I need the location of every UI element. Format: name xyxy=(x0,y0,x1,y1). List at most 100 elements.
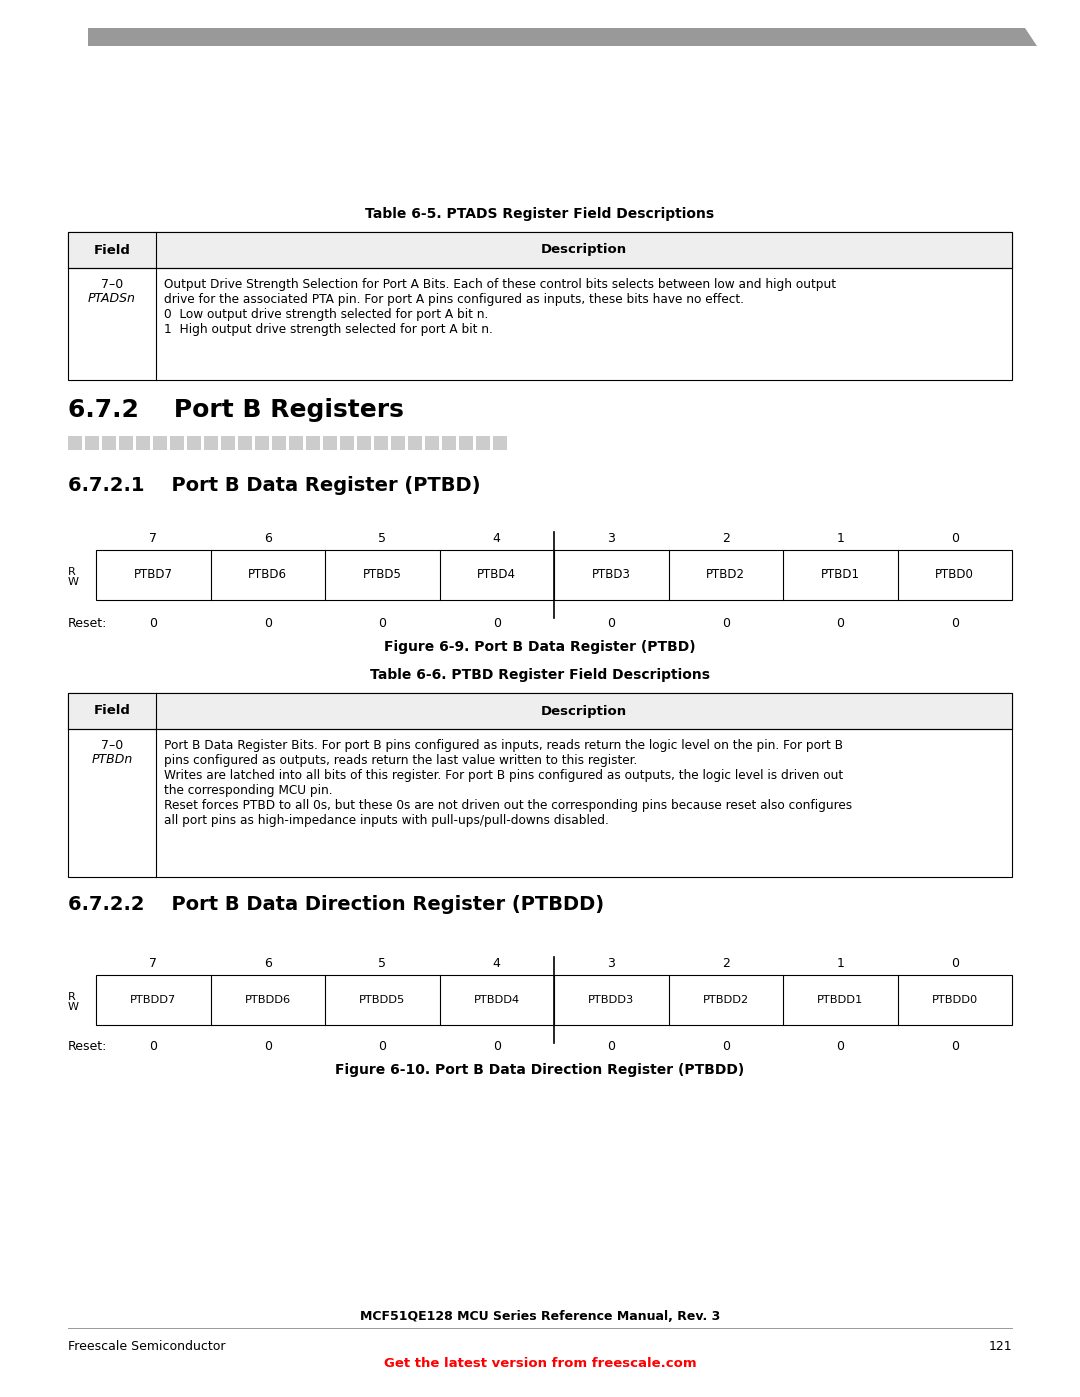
Text: 6: 6 xyxy=(264,532,272,545)
Text: Freescale Semiconductor: Freescale Semiconductor xyxy=(68,1340,226,1354)
Text: W: W xyxy=(68,577,79,587)
Text: PTBDD1: PTBDD1 xyxy=(818,995,863,1004)
Text: 0: 0 xyxy=(836,617,845,630)
Text: 0: 0 xyxy=(264,617,272,630)
Text: 5: 5 xyxy=(378,957,387,970)
Text: PTBDD0: PTBDD0 xyxy=(932,995,977,1004)
Text: 0: 0 xyxy=(950,617,959,630)
Text: 3: 3 xyxy=(607,532,616,545)
Text: 121: 121 xyxy=(988,1340,1012,1354)
Text: 6.7.2.1    Port B Data Register (PTBD): 6.7.2.1 Port B Data Register (PTBD) xyxy=(68,476,481,495)
Text: PTBDD3: PTBDD3 xyxy=(589,995,634,1004)
Text: 6: 6 xyxy=(264,957,272,970)
Text: 7–0: 7–0 xyxy=(100,278,123,291)
Text: 0: 0 xyxy=(149,617,158,630)
Text: Table 6-5. PTADS Register Field Descriptions: Table 6-5. PTADS Register Field Descript… xyxy=(365,207,715,221)
Text: Field: Field xyxy=(94,243,131,257)
Text: 1: 1 xyxy=(836,957,845,970)
Bar xyxy=(85,436,99,450)
Text: PTADSn: PTADSn xyxy=(89,292,136,305)
Text: 1: 1 xyxy=(836,532,845,545)
Bar xyxy=(492,436,507,450)
Text: PTBDD2: PTBDD2 xyxy=(703,995,748,1004)
Bar xyxy=(238,436,252,450)
Text: PTBD7: PTBD7 xyxy=(134,569,173,581)
Bar xyxy=(68,232,1012,268)
Bar xyxy=(442,436,456,450)
Bar xyxy=(426,436,438,450)
Text: 4: 4 xyxy=(492,957,501,970)
Text: Output Drive Strength Selection for Port A Bits. Each of these control bits sele: Output Drive Strength Selection for Port… xyxy=(164,278,836,337)
Text: PTBDD7: PTBDD7 xyxy=(130,995,176,1004)
Bar xyxy=(102,436,116,450)
Bar xyxy=(68,693,1012,729)
Text: Reset:: Reset: xyxy=(68,1039,107,1053)
Text: Get the latest version from freescale.com: Get the latest version from freescale.co… xyxy=(383,1356,697,1370)
Text: Description: Description xyxy=(541,243,627,257)
Text: 4: 4 xyxy=(492,532,501,545)
Bar xyxy=(68,232,1012,380)
Bar xyxy=(289,436,303,450)
Bar xyxy=(136,436,150,450)
Text: PTBDn: PTBDn xyxy=(92,753,133,766)
Text: 0: 0 xyxy=(836,1039,845,1053)
Text: Port B Data Register Bits. For port B pins configured as inputs, reads return th: Port B Data Register Bits. For port B pi… xyxy=(164,739,852,827)
Text: Reset:: Reset: xyxy=(68,617,107,630)
Bar xyxy=(306,436,320,450)
Bar xyxy=(221,436,235,450)
Text: 7: 7 xyxy=(149,532,158,545)
Text: PTBD1: PTBD1 xyxy=(821,569,860,581)
Text: 0: 0 xyxy=(149,1039,158,1053)
Text: PTBD4: PTBD4 xyxy=(477,569,516,581)
Text: 2: 2 xyxy=(721,532,730,545)
Bar xyxy=(323,436,337,450)
Text: R: R xyxy=(68,992,76,1002)
Text: 0: 0 xyxy=(378,617,387,630)
Text: 5: 5 xyxy=(378,532,387,545)
Text: 0: 0 xyxy=(607,617,616,630)
Bar xyxy=(68,436,82,450)
Text: 6.7.2    Port B Registers: 6.7.2 Port B Registers xyxy=(68,398,404,422)
Text: PTBDD5: PTBDD5 xyxy=(360,995,405,1004)
Text: 0: 0 xyxy=(721,617,730,630)
Bar xyxy=(119,436,133,450)
Bar xyxy=(408,436,422,450)
Text: 2: 2 xyxy=(721,957,730,970)
Bar xyxy=(476,436,490,450)
Bar xyxy=(340,436,354,450)
Text: W: W xyxy=(68,1002,79,1011)
Text: 3: 3 xyxy=(607,957,616,970)
Bar xyxy=(68,693,1012,877)
Text: PTBD5: PTBD5 xyxy=(363,569,402,581)
Text: 0: 0 xyxy=(950,1039,959,1053)
Bar xyxy=(459,436,473,450)
Text: 0: 0 xyxy=(721,1039,730,1053)
Bar xyxy=(96,975,1012,1025)
Text: 0: 0 xyxy=(492,1039,501,1053)
Text: R: R xyxy=(68,567,76,577)
Bar xyxy=(272,436,286,450)
Text: 6.7.2.2    Port B Data Direction Register (PTBDD): 6.7.2.2 Port B Data Direction Register (… xyxy=(68,895,604,914)
Text: PTBDD6: PTBDD6 xyxy=(245,995,291,1004)
Bar xyxy=(374,436,388,450)
Bar xyxy=(391,436,405,450)
Text: 0: 0 xyxy=(950,957,959,970)
Text: 0: 0 xyxy=(378,1039,387,1053)
Text: PTBD6: PTBD6 xyxy=(248,569,287,581)
Bar xyxy=(204,436,218,450)
Text: PTBDD4: PTBDD4 xyxy=(474,995,519,1004)
Text: Figure 6-9. Port B Data Register (PTBD): Figure 6-9. Port B Data Register (PTBD) xyxy=(384,640,696,654)
Text: 0: 0 xyxy=(492,617,501,630)
Text: MCF51QE128 MCU Series Reference Manual, Rev. 3: MCF51QE128 MCU Series Reference Manual, … xyxy=(360,1310,720,1323)
Text: 7: 7 xyxy=(149,957,158,970)
Bar xyxy=(187,436,201,450)
Bar xyxy=(255,436,269,450)
Polygon shape xyxy=(87,28,1037,46)
Bar xyxy=(96,550,1012,599)
Text: Description: Description xyxy=(541,704,627,718)
Text: PTBD0: PTBD0 xyxy=(935,569,974,581)
Text: Field: Field xyxy=(94,704,131,718)
Text: 0: 0 xyxy=(950,532,959,545)
Bar xyxy=(170,436,184,450)
Text: Figure 6-10. Port B Data Direction Register (PTBDD): Figure 6-10. Port B Data Direction Regis… xyxy=(336,1063,744,1077)
